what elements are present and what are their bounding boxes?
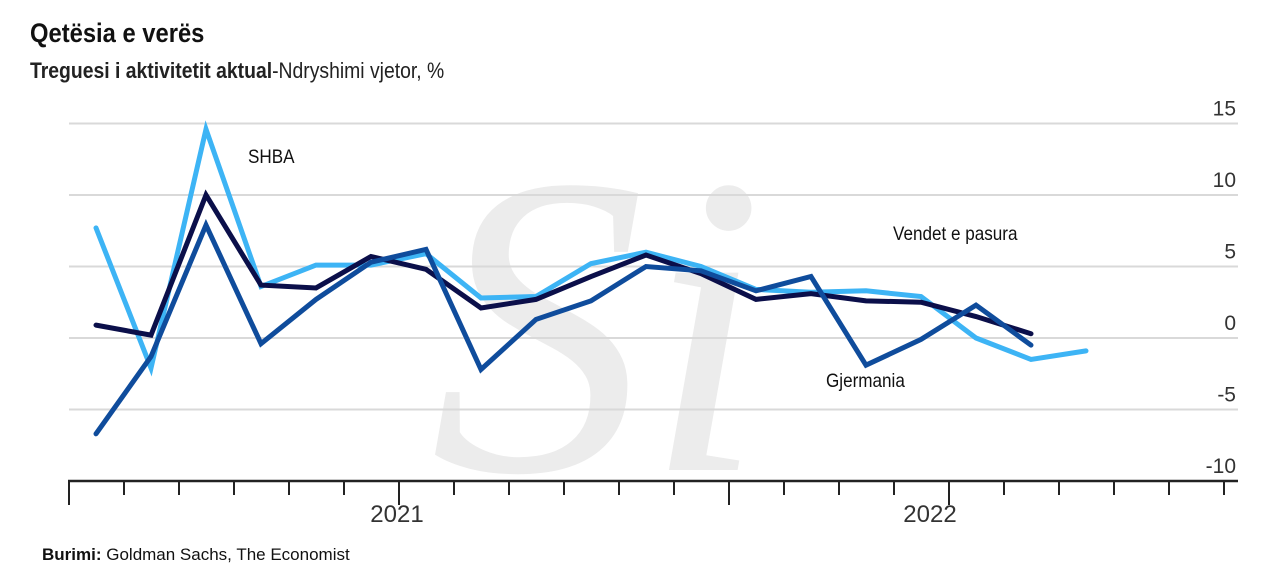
y-tick-label: 5 bbox=[1224, 241, 1236, 264]
subtitle-bold: Treguesi i aktivitetit aktual bbox=[30, 58, 273, 83]
series-label-gjermania: Gjermania bbox=[826, 370, 906, 391]
y-tick-label: -10 bbox=[1206, 455, 1236, 478]
chart-subtitle: Treguesi i aktivitetit aktual-Ndryshimi … bbox=[30, 58, 444, 84]
series-label-shba: SHBA bbox=[248, 146, 295, 167]
subtitle-rest: -Ndryshimi vjetor, % bbox=[272, 58, 445, 83]
chart-title: Qetësia e verës bbox=[30, 18, 205, 48]
series-line-gjermania bbox=[93, 218, 1034, 437]
x-tick-label-2021: 2021 bbox=[370, 501, 423, 528]
y-tick-label: 0 bbox=[1224, 312, 1236, 335]
y-tick-label: 10 bbox=[1213, 169, 1236, 192]
y-tick-label: -5 bbox=[1217, 384, 1236, 407]
source-text: Goldman Sachs, The Economist bbox=[106, 545, 350, 564]
series-line-vendet-e-pasura bbox=[93, 189, 1034, 338]
source-label: Burimi: bbox=[42, 545, 102, 564]
watermark-logo: Si bbox=[430, 88, 764, 564]
series-label-vendet-e-pasura: Vendet e pasura bbox=[893, 223, 1018, 244]
source-note: Burimi: Goldman Sachs, The Economist bbox=[42, 545, 350, 565]
x-tick-label-2022: 2022 bbox=[903, 501, 956, 528]
y-tick-label: 15 bbox=[1213, 98, 1236, 121]
